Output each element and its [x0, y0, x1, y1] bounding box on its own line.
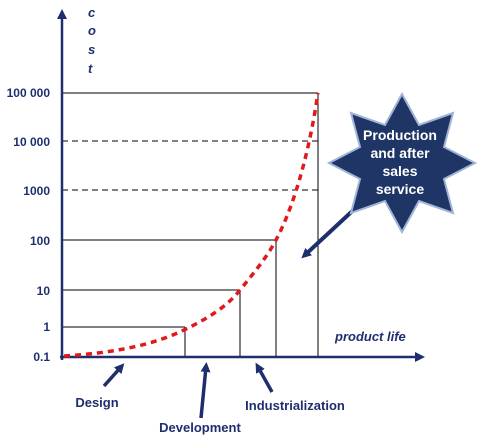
callout-text-line: sales [382, 163, 417, 179]
y-tick-label: 1 [43, 320, 50, 334]
cost-curve [63, 92, 320, 358]
design-arrow [102, 363, 125, 388]
industrialization-arrow [255, 362, 274, 393]
callout-text-line: service [376, 181, 424, 197]
y-tick-label: 1000 [23, 184, 50, 198]
callout-text-line: Production [363, 127, 437, 143]
y-tick-label: 100 [30, 234, 50, 248]
y-axis-title-letter-s: s [88, 42, 95, 57]
y-axis-title-letter-t: t [88, 61, 93, 76]
phase-label-development: Development [159, 420, 241, 435]
y-tick-label: 0.1 [33, 350, 50, 364]
y-axis-title-letter-c: c [88, 5, 96, 20]
y-tick-label: 10 [37, 284, 51, 298]
development-arrow [199, 362, 211, 419]
x-axis-title: product life [334, 329, 406, 344]
callout-text-line: and after [370, 145, 430, 161]
y-tick-label: 100 000 [7, 86, 51, 100]
phase-label-industrialization: Industrialization [245, 398, 345, 413]
phase-label-design: Design [75, 395, 118, 410]
y-axis-title-letter-o: o [88, 23, 96, 38]
callout-star [326, 91, 477, 235]
y-tick-label: 10 000 [13, 135, 50, 149]
